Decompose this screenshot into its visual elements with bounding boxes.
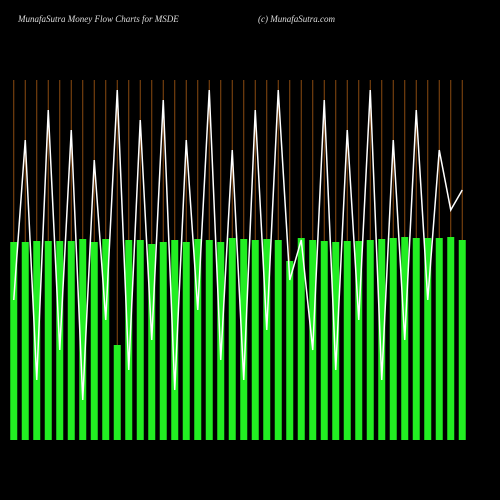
bar (148, 244, 156, 440)
bar (79, 239, 87, 440)
bar (447, 237, 455, 440)
bar (263, 239, 271, 440)
bar (21, 242, 29, 440)
bar (136, 240, 144, 440)
bar (274, 240, 282, 440)
bar (366, 240, 374, 440)
chart-title: MunafaSutra Money Flow Charts for MSDE (17, 14, 179, 24)
bar (182, 242, 190, 440)
bar (90, 242, 98, 440)
bar (378, 239, 386, 440)
bar (332, 242, 340, 440)
line (13, 89, 463, 401)
bar (113, 345, 121, 440)
bar (33, 241, 41, 440)
bar (194, 239, 202, 440)
bar (343, 241, 351, 440)
bar (44, 241, 52, 440)
bar (217, 242, 225, 440)
bar (389, 238, 397, 440)
bar (228, 238, 236, 440)
bar (435, 238, 443, 440)
bar (159, 242, 167, 440)
bar (251, 240, 259, 440)
bar (458, 240, 466, 440)
chart-subtitle: (c) MunafaSutra.com (258, 14, 335, 24)
bar (286, 261, 294, 440)
bar (171, 240, 179, 440)
bar (10, 242, 18, 440)
bar (125, 240, 133, 440)
bar (67, 241, 75, 440)
bar (205, 240, 213, 440)
bar (412, 238, 420, 440)
bar (240, 239, 248, 440)
bar (297, 238, 305, 440)
bar (355, 241, 363, 440)
bar (102, 239, 110, 440)
bar (424, 238, 432, 440)
bar (320, 241, 328, 440)
